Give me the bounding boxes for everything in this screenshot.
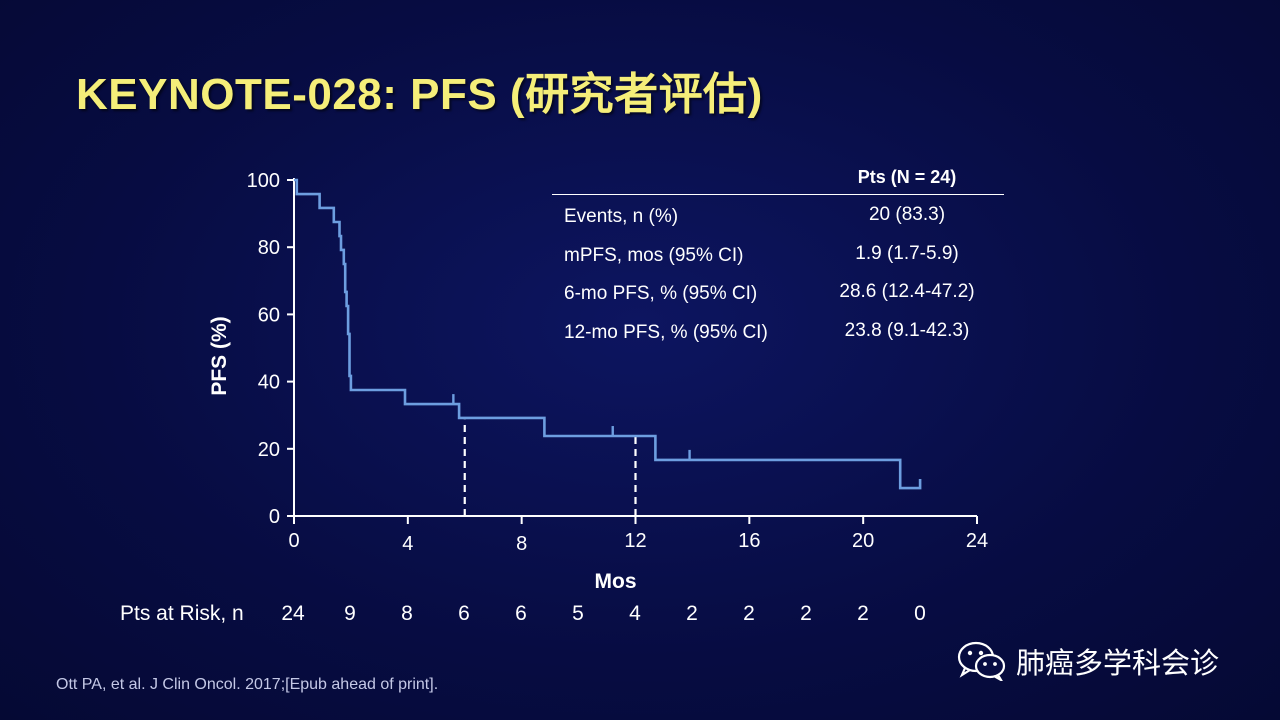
stats-row: Events, n (%) 20 (83.3) xyxy=(552,195,1004,234)
series-line xyxy=(294,178,922,490)
y-tick-label: 100 xyxy=(247,170,280,192)
stats-row-label: Events, n (%) xyxy=(564,206,679,227)
y-tick-label: 80 xyxy=(258,237,280,259)
y-tick-label: 20 xyxy=(258,439,280,461)
risk-table-label: Pts at Risk, n xyxy=(120,602,244,625)
stats-table-header: Pts (N = 24) xyxy=(552,160,1004,195)
stats-row: 6-mo PFS, % (95% CI) 28.6 (12.4-47.2) xyxy=(552,272,1004,311)
x-tick-label: 8 xyxy=(516,533,527,555)
stats-table: Pts (N = 24) Events, n (%) 20 (83.3) mPF… xyxy=(552,160,1004,349)
x-tick-label: 0 xyxy=(288,530,299,552)
risk-count: 2 xyxy=(857,602,869,625)
x-tick-label: 16 xyxy=(738,530,760,552)
risk-count: 24 xyxy=(281,602,305,625)
y-tick-label: 0 xyxy=(269,506,280,528)
y-tick-label: 40 xyxy=(258,372,280,394)
x-tick-label: 12 xyxy=(624,530,646,552)
risk-count: 8 xyxy=(401,602,413,625)
risk-count: 9 xyxy=(344,602,356,625)
watermark: 肺癌多学科会诊 xyxy=(956,640,1219,682)
risk-count: 6 xyxy=(515,602,527,625)
risk-count: 4 xyxy=(629,602,641,625)
risk-count: 2 xyxy=(800,602,812,625)
stats-row-label: 6-mo PFS, % (95% CI) xyxy=(564,283,758,304)
stats-row-value: 28.6 (12.4-47.2) xyxy=(839,281,975,302)
watermark-text: 肺癌多学科会诊 xyxy=(1016,646,1220,680)
risk-count: 5 xyxy=(572,602,584,625)
x-axis-label: Mos xyxy=(595,570,637,593)
risk-count: 0 xyxy=(914,602,926,625)
stats-row-label: mPFS, mos (95% CI) xyxy=(564,244,744,266)
y-axis-label: PFS (%) xyxy=(208,316,231,395)
stats-column-header: Pts (N = 24) xyxy=(857,167,957,187)
stats-row: 12-mo PFS, % (95% CI) 23.8 (9.1-42.3) xyxy=(552,311,1004,350)
page-title: KEYNOTE-028: PFS (研究者评估) xyxy=(76,70,763,119)
stats-row-label: 12-mo PFS, % (95% CI) xyxy=(564,321,768,343)
wechat-icon xyxy=(957,641,1006,681)
stats-row-value: 1.9 (1.7-5.9) xyxy=(855,242,959,264)
stats-row-value: 20 (83.3) xyxy=(868,204,946,225)
citation: Ott PA, et al. J Clin Oncol. 2017;[Epub … xyxy=(56,676,439,693)
y-tick-label: 60 xyxy=(258,304,280,326)
x-tick-label: 20 xyxy=(852,530,874,552)
risk-count: 2 xyxy=(743,602,755,625)
risk-count: 6 xyxy=(458,602,470,625)
stats-row-value: 23.8 (9.1-42.3) xyxy=(844,319,970,341)
km-chart: 0 20 40 60 80 100 0 4 8 12 16 20 24 Mos PFS (%) xyxy=(208,170,988,593)
stats-row: mPFS, mos (95% CI) 1.9 (1.7-5.9) xyxy=(552,234,1004,273)
x-tick-label: 24 xyxy=(966,530,988,552)
x-tick-label: 4 xyxy=(402,533,413,555)
risk-count: 2 xyxy=(686,602,698,625)
